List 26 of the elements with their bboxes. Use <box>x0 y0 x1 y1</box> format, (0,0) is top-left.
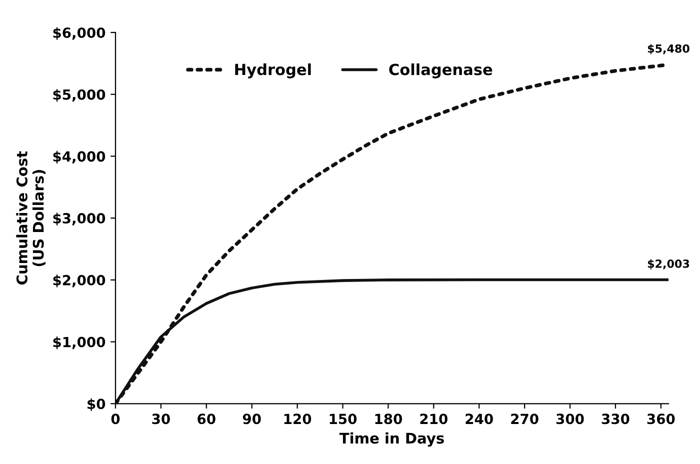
x-tick-label: 240 <box>466 414 493 424</box>
y-tick-label: $3,000 <box>53 212 106 226</box>
y-tick-label: $0 <box>88 398 106 411</box>
x-tick-label: 210 <box>420 414 448 424</box>
x-tick-label: 360 <box>647 414 675 424</box>
y-axis-title: Cumulative Cost (US Dollars) <box>16 151 46 285</box>
x-tick-label: 270 <box>511 414 538 424</box>
x-tick-label: 120 <box>284 414 312 424</box>
x-tick-label: 300 <box>556 414 584 424</box>
x-tick-label: 330 <box>602 414 630 424</box>
legend-label: Collagenase <box>389 63 492 78</box>
annotation: $2,003 <box>648 259 690 270</box>
x-tick-label: 90 <box>242 414 261 424</box>
x-axis-title: Time in Days <box>339 432 444 447</box>
x-tick-label: 150 <box>330 414 357 424</box>
y-tick-label: $1,000 <box>53 336 106 350</box>
x-tick-label: 180 <box>375 414 402 424</box>
y-tick-label: $2,000 <box>53 274 106 288</box>
annotation: $5,480 <box>648 44 690 54</box>
x-tick-label: 30 <box>152 414 170 424</box>
y-tick-label: $4,000 <box>53 150 106 164</box>
x-tick-label: 60 <box>198 414 216 424</box>
y-tick-label: $6,000 <box>53 27 106 40</box>
y-tick-label: $5,000 <box>53 89 106 102</box>
legend-label: Hydrogel <box>235 63 311 78</box>
x-tick-label: 0 <box>111 414 120 424</box>
